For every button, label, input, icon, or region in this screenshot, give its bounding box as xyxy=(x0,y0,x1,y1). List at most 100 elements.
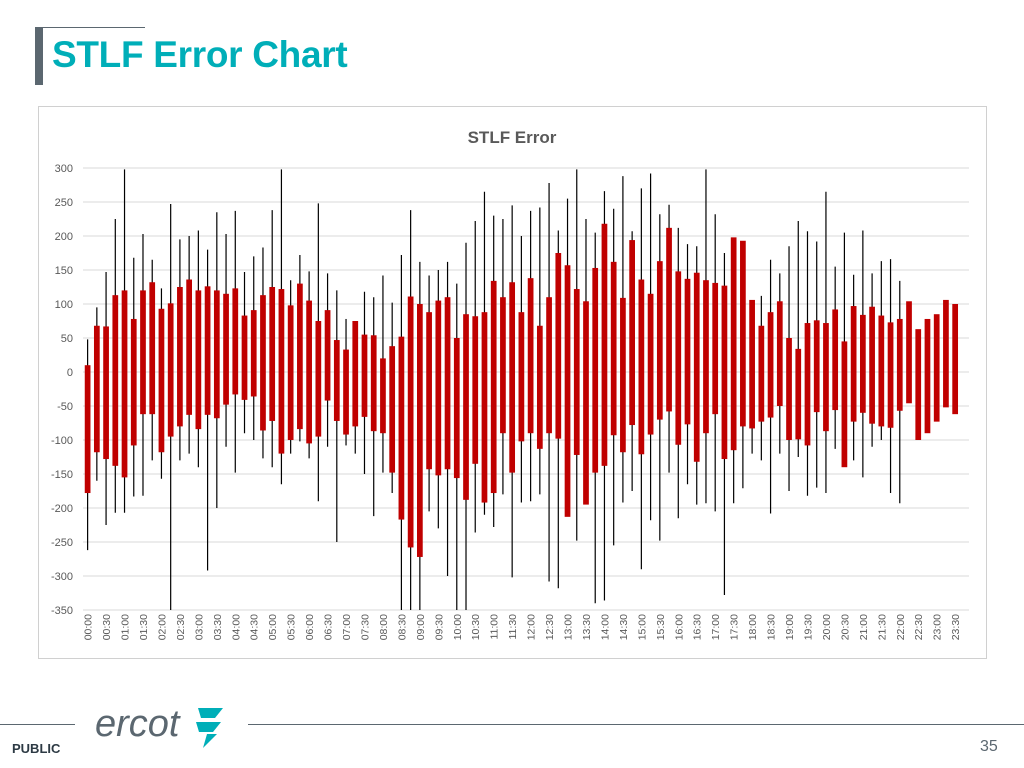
x-tick-label: 20:00 xyxy=(821,614,833,640)
x-tick-label: 21:00 xyxy=(858,614,870,640)
error-bar xyxy=(481,312,488,503)
error-bar xyxy=(103,326,109,460)
error-bar xyxy=(638,279,645,455)
error-bar xyxy=(869,306,875,424)
x-tick-label: 18:30 xyxy=(766,614,778,640)
error-bar xyxy=(223,293,229,405)
x-tick-label: 12:30 xyxy=(544,614,556,640)
error-bar xyxy=(389,346,396,473)
error-bar xyxy=(564,265,571,517)
y-tick-label: 300 xyxy=(55,163,73,175)
error-bar xyxy=(786,338,792,440)
error-bar xyxy=(915,329,922,440)
error-bar xyxy=(583,301,589,505)
error-bar xyxy=(426,312,432,470)
error-bar xyxy=(620,297,626,453)
error-bar xyxy=(906,301,912,404)
error-bar xyxy=(832,309,839,411)
page-number: 35 xyxy=(980,738,998,755)
error-bar xyxy=(204,286,211,415)
error-bar xyxy=(933,314,940,422)
error-bar xyxy=(887,322,894,428)
x-tick-label: 07:00 xyxy=(341,614,353,640)
y-tick-label: -50 xyxy=(57,401,73,413)
error-bar xyxy=(610,261,617,436)
x-tick-label: 13:30 xyxy=(581,614,593,640)
error-bar xyxy=(453,338,460,479)
x-tick-label: 13:00 xyxy=(563,614,575,640)
error-bar xyxy=(130,318,137,446)
error-bar xyxy=(112,295,119,466)
ercot-logo: ercot xyxy=(95,700,230,748)
title-accent-bar xyxy=(35,27,43,85)
error-bar xyxy=(749,299,755,429)
x-tick-label: 15:30 xyxy=(655,614,667,640)
title-accent-line xyxy=(35,27,145,28)
error-bar xyxy=(352,321,359,427)
error-bar xyxy=(721,285,728,460)
y-tick-label: -100 xyxy=(51,435,73,447)
x-tick-label: 10:30 xyxy=(470,614,482,640)
error-bar xyxy=(860,314,866,413)
x-tick-label: 14:00 xyxy=(599,614,611,640)
error-bar xyxy=(555,253,562,439)
error-bar xyxy=(417,304,423,557)
error-bar xyxy=(186,279,192,415)
error-bar xyxy=(241,315,248,400)
error-bar xyxy=(684,278,691,425)
error-bar xyxy=(297,283,303,430)
error-bar xyxy=(758,325,765,422)
error-bar xyxy=(666,227,672,412)
x-tick-label: 21:30 xyxy=(876,614,888,640)
error-bar xyxy=(444,297,451,470)
error-bar xyxy=(167,303,174,437)
error-bar xyxy=(361,334,368,417)
error-bar xyxy=(795,348,802,440)
x-tick-label: 11:30 xyxy=(507,614,519,640)
x-tick-label: 17:00 xyxy=(710,614,722,640)
x-tick-label: 16:00 xyxy=(673,614,685,640)
error-bar xyxy=(592,267,599,473)
logo-bolt-icon xyxy=(196,708,223,748)
x-tick-label: 09:30 xyxy=(433,614,445,640)
x-tick-label: 11:00 xyxy=(489,614,501,640)
footer-label: PUBLIC xyxy=(12,741,61,756)
y-tick-label: 200 xyxy=(55,231,73,243)
error-bar xyxy=(509,282,516,473)
error-bar xyxy=(730,237,737,451)
error-bar xyxy=(463,314,469,500)
x-tick-label: 12:00 xyxy=(526,614,538,640)
chart-frame: STLF Error 300 250 200 150 100 50 0 -50 -100 -150 -… xyxy=(38,106,987,659)
x-tick-label: 17:30 xyxy=(729,614,741,640)
error-bar xyxy=(158,308,165,453)
x-tick-label: 09:00 xyxy=(415,614,427,640)
error-bar xyxy=(776,301,783,406)
error-bar xyxy=(472,316,479,464)
error-bar xyxy=(813,320,820,413)
x-tick-label: 14:30 xyxy=(618,614,630,640)
error-bar xyxy=(287,305,294,440)
x-tick-label: 23:30 xyxy=(950,614,962,640)
error-bar xyxy=(149,282,156,415)
chart-title: STLF Error xyxy=(468,128,557,147)
error-bar xyxy=(140,290,146,415)
error-bar xyxy=(250,310,257,397)
error-bar xyxy=(656,261,663,420)
x-tick-label: 18:00 xyxy=(747,614,759,640)
error-bar xyxy=(269,287,276,421)
x-tick-label: 00:00 xyxy=(83,614,95,640)
x-tick-label: 02:00 xyxy=(156,614,168,640)
error-bar xyxy=(546,297,552,434)
y-tick-label: 0 xyxy=(67,367,73,379)
error-bar xyxy=(500,297,506,434)
error-bar xyxy=(712,282,719,415)
x-tick-label: 01:00 xyxy=(120,614,132,640)
x-tick-label: 03:00 xyxy=(193,614,205,640)
error-bar xyxy=(333,340,340,421)
error-bar xyxy=(260,295,266,431)
x-tick-label: 02:30 xyxy=(175,614,187,640)
error-bar xyxy=(398,336,405,520)
x-tick-label: 15:00 xyxy=(636,614,648,640)
error-bar xyxy=(435,300,442,476)
x-tick-label: 10:00 xyxy=(452,614,464,640)
